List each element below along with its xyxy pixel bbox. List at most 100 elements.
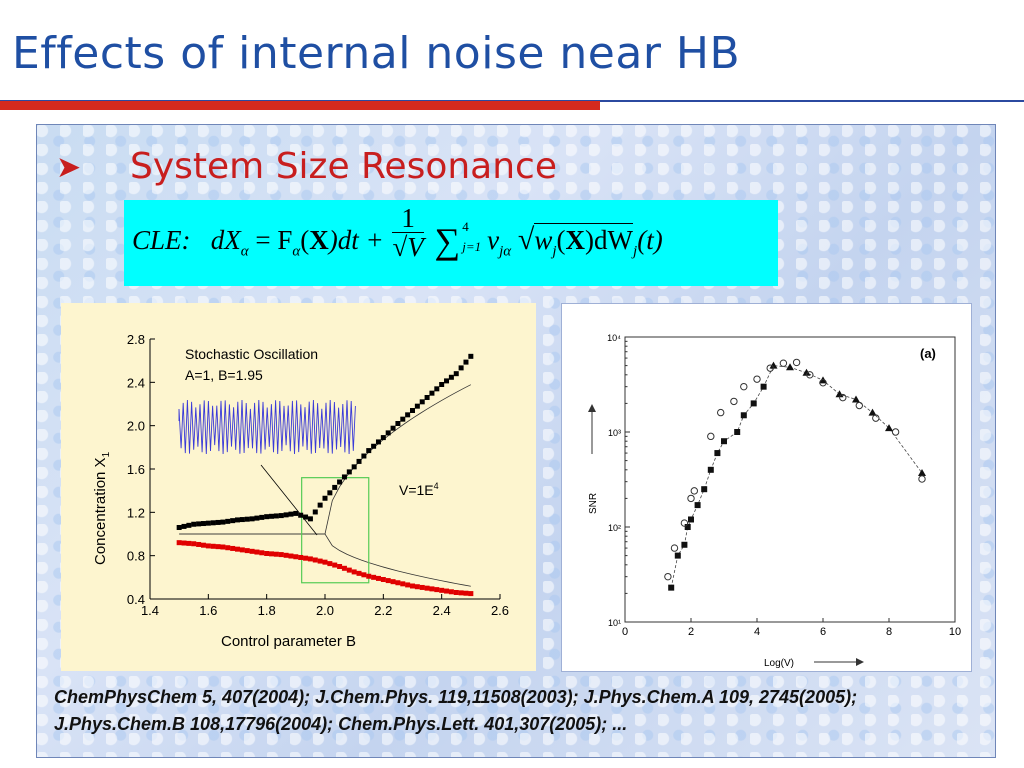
eq-part: jα	[499, 243, 512, 260]
bullet-arrow-icon: ➤	[56, 151, 82, 184]
upper-branch-point	[351, 464, 357, 470]
snr-figure: 0 2 4 6 8 10 10¹ 10² 10³ 10⁴ (a) Log(V) SNR	[561, 303, 972, 672]
upper-branch-point	[400, 416, 406, 422]
deterministic-upper-branch	[179, 384, 472, 535]
y-tick-label: 2.4	[127, 375, 145, 390]
lower-branch-point	[298, 554, 304, 560]
lower-branch-point	[332, 562, 338, 568]
lower-branch-point	[366, 573, 372, 579]
eq-part: (	[556, 225, 566, 255]
x-tick-label: 8	[886, 626, 892, 638]
eq-part: √V	[392, 232, 424, 263]
lower-branch-point	[346, 567, 352, 573]
upper-branch-point	[264, 514, 270, 520]
eq-part: )dW	[585, 225, 634, 255]
lower-branch-point	[439, 587, 445, 593]
lower-branch-point	[414, 584, 420, 590]
upper-branch-point	[176, 525, 182, 530]
upper-branch-point	[196, 521, 202, 527]
lower-branch-point	[244, 548, 250, 554]
square-point	[701, 486, 708, 493]
lower-branch-point	[283, 552, 289, 558]
x-tick-label: 2	[688, 626, 694, 638]
circle-point	[717, 408, 725, 417]
lower-branch-point	[395, 580, 401, 586]
eq-label: CLE:	[132, 225, 191, 255]
x-tick-label: 1.4	[141, 603, 159, 618]
square-point	[721, 438, 727, 445]
upper-branch-point	[259, 514, 265, 520]
upper-branch-point	[312, 509, 318, 515]
upper-branch-point	[356, 458, 362, 464]
upper-branch-point	[205, 520, 211, 526]
lower-branch-point	[351, 569, 357, 575]
circle-point	[690, 487, 699, 495]
lower-branch-point	[186, 540, 192, 546]
upper-branch-point	[458, 365, 464, 371]
upper-branch-point	[380, 435, 386, 441]
eq-part: v	[487, 225, 500, 255]
upper-branch-point	[371, 443, 377, 449]
deterministic-lower-branch	[179, 533, 471, 587]
lower-branch-point	[419, 584, 425, 590]
upper-branch-point	[283, 512, 289, 518]
upper-branch-point	[317, 502, 323, 508]
eq-part: (t)	[637, 225, 663, 255]
square-point	[734, 429, 741, 435]
upper-branch-point	[448, 374, 454, 380]
lower-branch-point	[191, 541, 197, 547]
lower-branch-point	[176, 540, 182, 546]
square-point	[684, 524, 691, 530]
lower-branch-point	[293, 554, 299, 560]
lower-branch-point	[424, 585, 430, 591]
lower-branch-point	[205, 543, 211, 549]
x-tick-label: 10	[949, 626, 961, 638]
triangle-point	[786, 363, 794, 371]
zoom-box	[301, 477, 370, 584]
upper-branch-point	[366, 448, 372, 454]
x-tick-label: 1.8	[258, 603, 276, 618]
circle-point	[819, 379, 827, 387]
upper-branch-point	[468, 353, 474, 359]
annotation-pointer	[260, 464, 318, 536]
lower-branch-point	[264, 551, 270, 556]
lower-branch-point	[200, 542, 206, 548]
circle-point	[707, 432, 715, 441]
y-tick-label: 10¹	[608, 618, 621, 628]
upper-branch-point	[414, 403, 420, 409]
upper-branch-point	[239, 517, 245, 523]
upper-branch-point	[220, 519, 226, 525]
eq-part: )dt +	[328, 225, 391, 255]
equation-box: CLE: dXα = Fα(X)dt + 1 √V ∑ 4 j=1 vjα √w…	[124, 200, 778, 286]
square-point	[750, 400, 757, 407]
square-point	[714, 450, 721, 457]
square-point	[707, 466, 714, 473]
lower-branch-point	[239, 547, 245, 553]
upper-branch-point	[405, 412, 411, 418]
triangle-point	[918, 469, 926, 477]
square-point	[668, 584, 675, 591]
upper-branch-point	[434, 386, 440, 392]
upper-branch-point	[385, 430, 391, 436]
upper-branch-point	[361, 453, 367, 459]
upper-branch-point	[210, 520, 216, 526]
lower-branch-point	[254, 549, 260, 555]
x-tick-label: 6	[820, 626, 826, 638]
eq-part: j	[552, 243, 557, 260]
circle-point	[779, 359, 788, 367]
x-axis-label: Log(V)	[764, 658, 794, 669]
lower-branch-point	[380, 577, 386, 582]
triangle-point	[802, 368, 811, 376]
circle-point	[670, 544, 679, 552]
circle-point	[753, 375, 761, 383]
lower-branch-point	[390, 579, 396, 585]
upper-branch-point	[341, 474, 347, 480]
upper-branch-point	[307, 516, 313, 522]
upper-branch-point	[419, 399, 425, 405]
y-axis-label: Concentration X1	[92, 451, 112, 565]
upper-branch-point	[375, 439, 381, 445]
lower-branch-point	[235, 546, 240, 552]
annotation-stochastic-oscillation: Stochastic Oscillation	[185, 346, 318, 362]
triangle-point	[769, 361, 778, 369]
lower-branch-point	[230, 545, 236, 551]
